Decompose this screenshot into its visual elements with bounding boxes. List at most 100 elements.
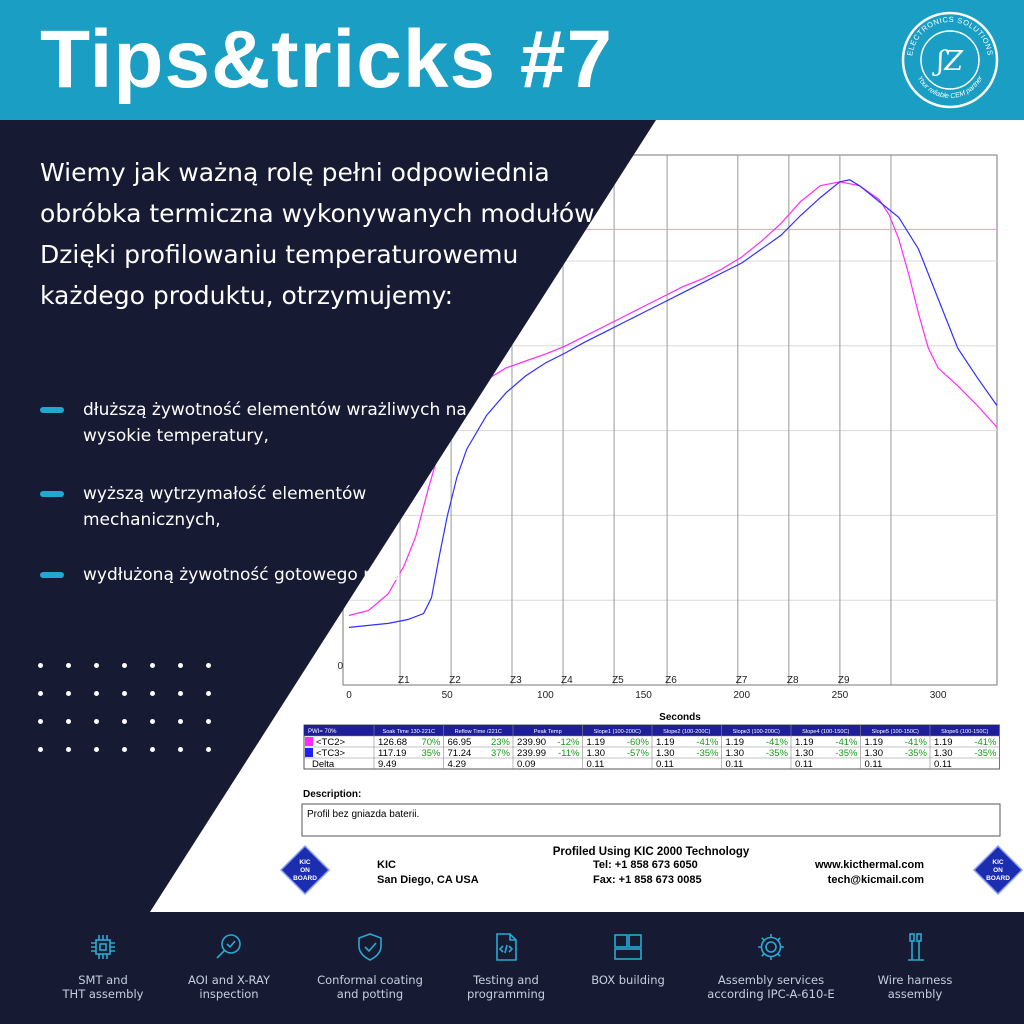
table-column-header: Slope1 (100-200C) (594, 729, 641, 735)
table-cell-value: 239.90 (517, 737, 546, 748)
table-cell-pct: -35% (974, 748, 997, 759)
code-document-icon (496, 933, 517, 961)
dot (150, 691, 155, 696)
benefit-text: wydłużoną żywotność gotowego modułu, (83, 565, 433, 585)
kic-web: www.kicthermal.com (814, 859, 924, 871)
table-cell-value: 1.19 (587, 737, 606, 748)
dot (66, 719, 71, 724)
table-cell-value: 1.30 (587, 748, 606, 759)
x-tick-label: 50 (442, 690, 454, 701)
badge-text: BOARD (293, 875, 317, 882)
badge-diamond (279, 844, 331, 896)
badge-text: BOARD (986, 875, 1010, 882)
wire-tools-icon (908, 933, 924, 961)
table-column-header: Slope6 (100-150C) (941, 729, 988, 735)
dot (94, 719, 99, 724)
shield-check-icon (358, 933, 382, 961)
table-cell-pct: -41% (974, 737, 997, 748)
table-cell-pct: -35% (766, 748, 789, 759)
badge-text: KIC (299, 859, 311, 866)
dot (66, 747, 71, 752)
decorative-dot-grid (38, 663, 228, 763)
dot (206, 691, 211, 696)
table-column-header: Slope3 (100-200C) (733, 729, 780, 735)
kic-footer: Profiled Using KIC 2000 Technology KIC S… (377, 846, 924, 886)
dot (94, 691, 99, 696)
table-cell-value: 71.24 (448, 748, 472, 759)
table-cell-pct: 70% (421, 737, 441, 748)
table-column-header: Slope5 (100-150C) (872, 729, 919, 735)
zone-label: Z5 (612, 675, 624, 686)
table-cell-pct: 23% (491, 737, 511, 748)
profile-table: PWI= 70% Soak Time 130-221C Reflow Time /2… (303, 724, 1000, 770)
kic-fax: Fax: +1 858 673 0085 (593, 874, 702, 886)
x-tick-label: 150 (635, 690, 652, 701)
x-axis-label: Seconds (659, 712, 701, 723)
table-cell-value: 0.11 (865, 759, 883, 770)
zone-label: Z4 (561, 675, 573, 686)
table-column-header: Soak Time 130-221C (382, 729, 435, 735)
table-cell-pct: 35% (421, 748, 441, 759)
table-cell-value: 1.19 (656, 737, 675, 748)
badge-diamond (972, 844, 1024, 896)
table-cell-value: 0.11 (726, 759, 744, 770)
dot (122, 719, 127, 724)
dot (66, 691, 71, 696)
table-cell-value: 117.19 (378, 748, 406, 759)
dot (206, 719, 211, 724)
benefit-text: wyższą wytrzymałość elementów mechaniczn… (83, 484, 367, 530)
svg-text:Your reliable CEM partner: Your reliable CEM partner (916, 75, 985, 100)
dot (150, 719, 155, 724)
table-cell-pct: -57% (627, 748, 650, 759)
series-swatch (305, 748, 313, 757)
dot (122, 663, 127, 668)
table-cell-value: 1.30 (865, 748, 884, 759)
dot (94, 663, 99, 668)
table-column-header: Peak Temp (534, 729, 562, 735)
zone-label: Z8 (787, 675, 799, 686)
benefit-text: dłuższą żywotność elementów wrażliwych n… (83, 400, 467, 446)
zone-label: Z1 (398, 675, 410, 686)
dot (122, 747, 127, 752)
kic-company: KIC (377, 859, 396, 871)
table-cell-pct: -35% (905, 748, 928, 759)
dot (150, 663, 155, 668)
x-tick-label: 300 (930, 690, 947, 701)
pwi-label: PWI= 70% (308, 729, 337, 735)
table-row-label: <TC2> (316, 737, 345, 748)
dot (66, 663, 71, 668)
zone-label: Z2 (449, 675, 461, 686)
table-cell-pct: -12% (557, 737, 580, 748)
badge-text: ON (300, 867, 310, 874)
table-cell-pct: -41% (766, 737, 789, 748)
gear-icon (758, 934, 784, 960)
series-swatch (305, 737, 313, 746)
badge-text: KIC (992, 859, 1004, 866)
x-tick-labels: 0 50 100 150 200 250 300 (346, 690, 947, 701)
dot (206, 663, 211, 668)
table-cell-pct: 37% (491, 748, 511, 759)
boxes-icon (614, 934, 642, 960)
table-cell-value: 1.30 (934, 748, 953, 759)
dot (178, 719, 183, 724)
chip-icon (91, 935, 115, 959)
table-cell-pct: -35% (835, 748, 858, 759)
table-cell-value: 9.49 (378, 759, 397, 770)
table-cell-value: 1.19 (865, 737, 884, 748)
table-cell-pct: -60% (627, 737, 650, 748)
table-column-header: Reflow Time /221C (455, 729, 502, 735)
table-cell-value: 4.29 (448, 759, 467, 770)
bullet-dash (40, 491, 64, 497)
y-tick-zero: 0 (337, 661, 343, 672)
kic-tel: Tel: +1 858 673 6050 (593, 859, 698, 871)
bullet-dash (40, 407, 64, 413)
badge-text: ON (993, 867, 1003, 874)
dot (38, 747, 43, 752)
x-tick-label: 250 (832, 690, 849, 701)
table-cell-value: 66.95 (448, 737, 472, 748)
zone-label: Z3 (510, 675, 522, 686)
table-cell-value: 126.68 (378, 737, 407, 748)
x-tick-label: 200 (733, 690, 750, 701)
zone-label: Z9 (838, 675, 850, 686)
